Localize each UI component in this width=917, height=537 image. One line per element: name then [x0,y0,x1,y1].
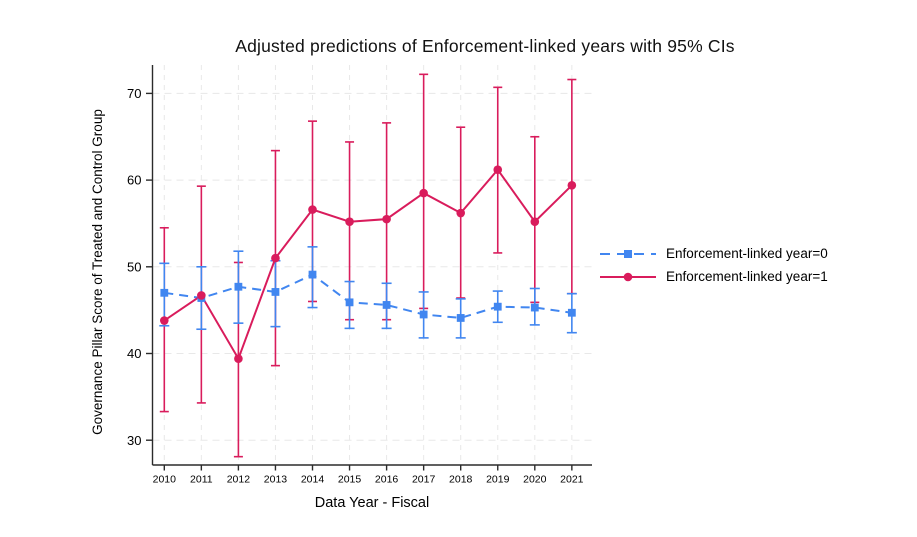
x-tick-label: 2016 [375,474,399,486]
data-point-marker-Enforcement-linked year=1 [382,214,391,224]
x-tick-label: 2020 [523,474,547,486]
legend-item-year1: Enforcement-linked year=1 [599,268,828,285]
legend-item-year0: Enforcement-linked year=0 [599,245,828,262]
data-point-marker-Enforcement-linked year=1 [197,291,206,300]
series-line-Enforcement-linked year=0 [164,273,572,319]
y-tick-label: 50 [127,259,141,274]
x-tick-label: 2013 [264,474,288,486]
legend: Enforcement-linked year=0 Enforcement-li… [599,245,828,285]
x-tick-label: 2021 [560,474,584,486]
data-point-marker-Enforcement-linked year=0 [493,302,502,311]
data-point-marker-Enforcement-linked year=0 [530,303,539,312]
x-tick-label: 2019 [486,474,510,486]
legend-label-year1: Enforcement-linked year=1 [666,269,828,284]
data-point-marker-Enforcement-linked year=0 [308,270,317,279]
data-point-marker-Enforcement-linked year=0 [234,282,243,291]
data-point-marker-Enforcement-linked year=1 [530,217,540,227]
x-axis-label: Data Year - Fiscal [314,495,430,511]
data-point-marker-Enforcement-linked year=1 [567,181,577,190]
x-tick-label: 2011 [190,474,213,486]
legend-marker-square-dashed-icon [600,249,656,258]
data-point-marker-Enforcement-linked year=1 [456,208,466,218]
x-tick-label: 2010 [153,474,177,486]
data-point-marker-Enforcement-linked year=1 [271,253,280,263]
data-point-marker-Enforcement-linked year=1 [308,205,317,214]
series-line-Enforcement-linked year=1 [163,168,573,362]
data-point-marker-Enforcement-linked year=0 [567,308,576,317]
data-point-marker-Enforcement-linked year=0 [382,301,391,309]
x-tick-label: 2015 [338,474,362,486]
y-tick-label: 30 [127,433,141,448]
chart-title: Adjusted predictions of Enforcement-link… [235,36,735,56]
x-tick-label: 2012 [227,474,251,486]
data-point-marker-Enforcement-linked year=0 [345,298,354,307]
data-point-marker-Enforcement-linked year=1 [234,354,243,364]
x-tick-label: 2018 [449,474,473,486]
y-tick-label: 60 [127,173,141,188]
legend-marker-circle-solid-icon [600,272,656,281]
y-axis-label: Governance Pillar Score of Treated and C… [90,109,105,435]
legend-label-year0: Enforcement-linked year=0 [666,246,828,261]
data-point-marker-Enforcement-linked year=1 [160,316,169,325]
y-tick-label: 70 [127,86,141,101]
data-point-marker-Enforcement-linked year=1 [493,165,503,174]
data-point-marker-Enforcement-linked year=0 [419,310,428,319]
data-point-marker-Enforcement-linked year=0 [456,314,465,322]
x-tick-label: 2014 [301,474,325,486]
data-point-marker-Enforcement-linked year=0 [160,288,169,297]
data-point-marker-Enforcement-linked year=1 [345,217,354,227]
data-point-marker-Enforcement-linked year=1 [419,188,428,198]
y-tick-label: 40 [127,346,141,361]
x-tick-label: 2017 [412,474,436,486]
data-point-marker-Enforcement-linked year=0 [271,288,280,296]
